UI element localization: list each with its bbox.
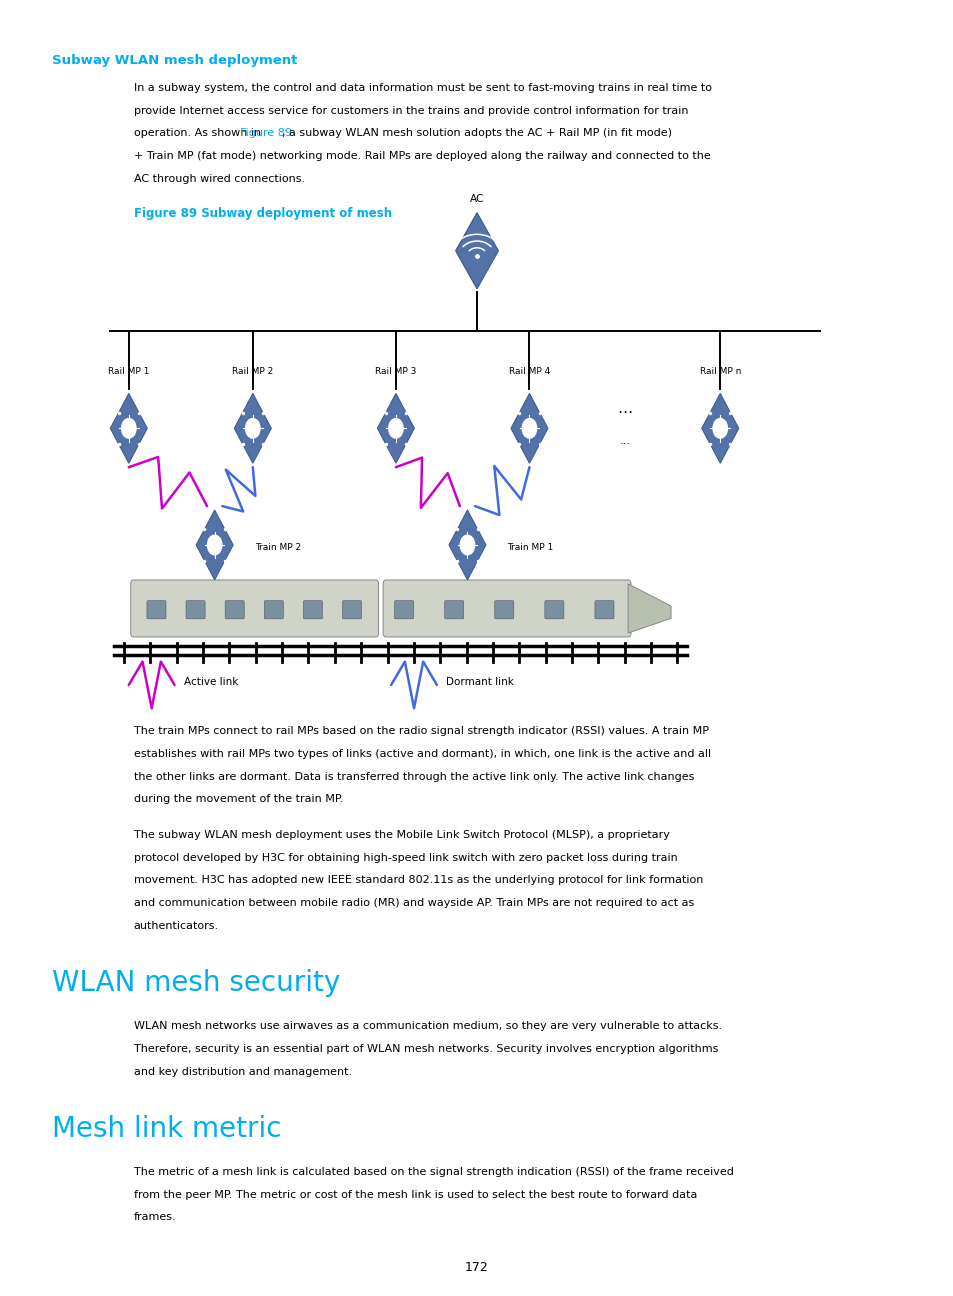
Text: , a subway WLAN mesh solution adopts the AC + Rail MP (in fit mode): , a subway WLAN mesh solution adopts the… [281, 128, 671, 139]
Text: AC through wired connections.: AC through wired connections. [133, 174, 304, 184]
Text: Rail MP 4: Rail MP 4 [508, 368, 550, 376]
Text: In a subway system, the control and data information must be sent to fast-moving: In a subway system, the control and data… [133, 83, 711, 93]
FancyBboxPatch shape [264, 600, 283, 618]
Polygon shape [196, 509, 233, 579]
Text: The metric of a mesh link is calculated based on the signal strength indication : The metric of a mesh link is calculated … [133, 1166, 733, 1177]
Text: Figure 89 Subway deployment of mesh: Figure 89 Subway deployment of mesh [133, 206, 392, 220]
Circle shape [459, 535, 475, 555]
FancyBboxPatch shape [544, 600, 563, 618]
Circle shape [521, 419, 537, 438]
Text: movement. H3C has adopted new IEEE standard 802.11s as the underlying protocol f: movement. H3C has adopted new IEEE stand… [133, 876, 702, 885]
Polygon shape [701, 393, 738, 463]
FancyBboxPatch shape [186, 600, 205, 618]
FancyBboxPatch shape [303, 600, 322, 618]
Text: and communication between mobile radio (MR) and wayside AP. Train MPs are not re: and communication between mobile radio (… [133, 898, 693, 908]
Text: the other links are dormant. Data is transferred through the active link only. T: the other links are dormant. Data is tra… [133, 771, 693, 781]
Text: Rail MP 3: Rail MP 3 [375, 368, 416, 376]
FancyBboxPatch shape [225, 600, 244, 618]
FancyBboxPatch shape [131, 579, 378, 636]
Text: Therefore, security is an essential part of WLAN mesh networks. Security involve: Therefore, security is an essential part… [133, 1043, 718, 1054]
Text: provide Internet access service for customers in the trains and provide control : provide Internet access service for cust… [133, 106, 687, 115]
Text: Dormant link: Dormant link [446, 678, 514, 687]
Text: + Train MP (fat mode) networking mode. Rail MPs are deployed along the railway a: + Train MP (fat mode) networking mode. R… [133, 150, 710, 161]
Circle shape [245, 419, 260, 438]
Polygon shape [627, 583, 670, 632]
Text: Rail MP 1: Rail MP 1 [108, 368, 150, 376]
Circle shape [712, 419, 727, 438]
Text: from the peer MP. The metric or cost of the mesh link is used to select the best: from the peer MP. The metric or cost of … [133, 1190, 697, 1200]
FancyBboxPatch shape [395, 600, 414, 618]
Text: and key distribution and management.: and key distribution and management. [133, 1067, 352, 1077]
FancyBboxPatch shape [147, 600, 166, 618]
Text: Figure 89: Figure 89 [240, 128, 292, 139]
Text: ⋯: ⋯ [617, 406, 632, 420]
Polygon shape [111, 393, 147, 463]
Text: authenticators.: authenticators. [133, 920, 218, 931]
Text: ...: ... [618, 437, 630, 446]
Circle shape [121, 419, 136, 438]
Text: Train MP 1: Train MP 1 [507, 543, 553, 552]
Text: The train MPs connect to rail MPs based on the radio signal strength indicator (: The train MPs connect to rail MPs based … [133, 726, 708, 736]
Circle shape [388, 419, 403, 438]
FancyBboxPatch shape [495, 600, 514, 618]
Polygon shape [377, 393, 414, 463]
Text: The subway WLAN mesh deployment uses the Mobile Link Switch Protocol (MLSP), a p: The subway WLAN mesh deployment uses the… [133, 829, 669, 840]
Text: WLAN mesh networks use airwaves as a communication medium, so they are very vuln: WLAN mesh networks use airwaves as a com… [133, 1021, 720, 1032]
Text: Rail MP 2: Rail MP 2 [232, 368, 274, 376]
FancyBboxPatch shape [595, 600, 614, 618]
Polygon shape [234, 393, 271, 463]
Text: Rail MP n: Rail MP n [699, 368, 740, 376]
Text: Active link: Active link [184, 678, 238, 687]
Polygon shape [456, 213, 497, 289]
Polygon shape [511, 393, 547, 463]
Text: Subway WLAN mesh deployment: Subway WLAN mesh deployment [52, 54, 297, 67]
Text: establishes with rail MPs two types of links (active and dormant), in which, one: establishes with rail MPs two types of l… [133, 749, 710, 759]
FancyBboxPatch shape [342, 600, 361, 618]
Polygon shape [449, 509, 485, 579]
Text: AC: AC [469, 194, 484, 203]
FancyBboxPatch shape [444, 600, 463, 618]
Text: Mesh link metric: Mesh link metric [52, 1115, 282, 1143]
Text: during the movement of the train MP.: during the movement of the train MP. [133, 794, 343, 805]
Text: frames.: frames. [133, 1213, 176, 1222]
FancyBboxPatch shape [383, 579, 630, 636]
Text: operation. As shown in: operation. As shown in [133, 128, 264, 139]
Circle shape [207, 535, 222, 555]
Text: Train MP 2: Train MP 2 [254, 543, 300, 552]
Text: protocol developed by H3C for obtaining high-speed link switch with zero packet : protocol developed by H3C for obtaining … [133, 853, 677, 863]
Text: WLAN mesh security: WLAN mesh security [52, 969, 340, 998]
Text: 172: 172 [465, 1261, 488, 1274]
